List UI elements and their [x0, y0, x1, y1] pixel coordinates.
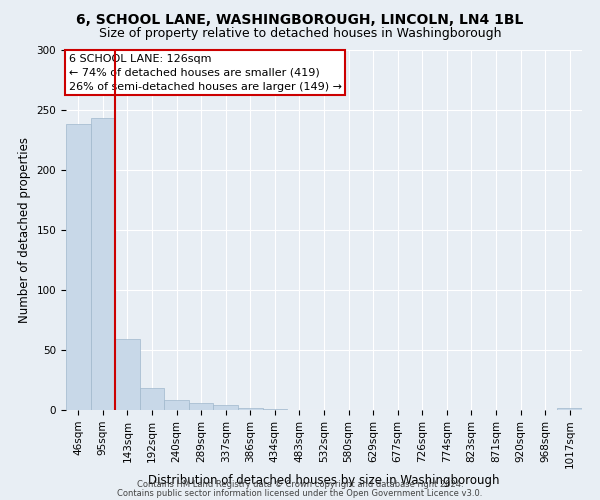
Text: Contains public sector information licensed under the Open Government Licence v3: Contains public sector information licen… [118, 488, 482, 498]
Bar [164, 400, 189, 410]
Bar [66, 124, 91, 410]
Bar [263, 409, 287, 410]
Bar [238, 408, 263, 410]
Text: Contains HM Land Registry data © Crown copyright and database right 2024.: Contains HM Land Registry data © Crown c… [137, 480, 463, 489]
Text: Size of property relative to detached houses in Washingborough: Size of property relative to detached ho… [99, 28, 501, 40]
Bar [115, 339, 140, 410]
Text: 6 SCHOOL LANE: 126sqm
← 74% of detached houses are smaller (419)
26% of semi-det: 6 SCHOOL LANE: 126sqm ← 74% of detached … [68, 54, 341, 92]
X-axis label: Distribution of detached houses by size in Washingborough: Distribution of detached houses by size … [148, 474, 500, 487]
Y-axis label: Number of detached properties: Number of detached properties [18, 137, 31, 323]
Bar [214, 405, 238, 410]
Bar [91, 118, 115, 410]
Bar [140, 388, 164, 410]
Text: 6, SCHOOL LANE, WASHINGBOROUGH, LINCOLN, LN4 1BL: 6, SCHOOL LANE, WASHINGBOROUGH, LINCOLN,… [76, 12, 524, 26]
Bar [557, 408, 582, 410]
Bar [189, 403, 214, 410]
